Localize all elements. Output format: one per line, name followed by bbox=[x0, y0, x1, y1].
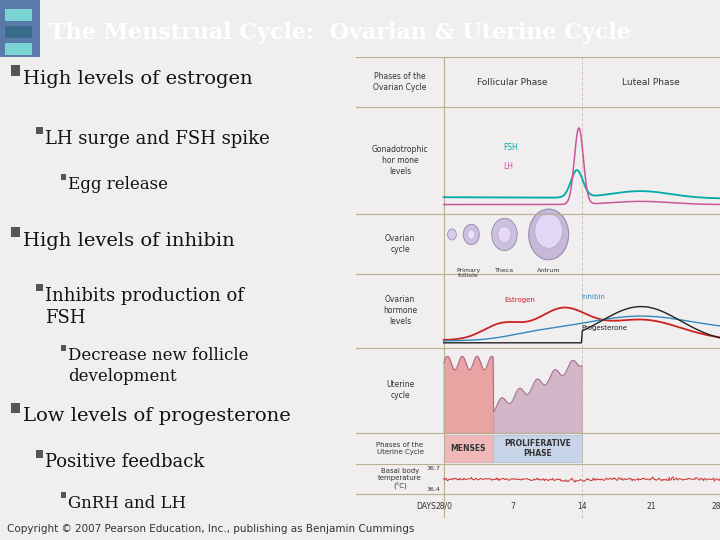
FancyBboxPatch shape bbox=[11, 227, 20, 237]
Circle shape bbox=[498, 226, 511, 243]
FancyBboxPatch shape bbox=[36, 450, 43, 458]
Text: Theca: Theca bbox=[495, 268, 514, 273]
Text: DAYS: DAYS bbox=[417, 502, 436, 511]
Text: Low levels of progesterone: Low levels of progesterone bbox=[23, 407, 291, 425]
Text: The Menstrual Cycle:  Ovarian & Uterine Cycle: The Menstrual Cycle: Ovarian & Uterine C… bbox=[49, 22, 631, 44]
Text: Inhibin: Inhibin bbox=[582, 294, 606, 300]
FancyBboxPatch shape bbox=[5, 9, 32, 21]
FancyBboxPatch shape bbox=[5, 25, 32, 38]
Text: MENSES: MENSES bbox=[451, 444, 486, 453]
FancyBboxPatch shape bbox=[60, 174, 66, 180]
Text: Gonadotrophic
hor mone
levels: Gonadotrophic hor mone levels bbox=[372, 145, 428, 176]
Circle shape bbox=[448, 229, 456, 240]
Circle shape bbox=[535, 213, 562, 248]
Text: Positive feedback: Positive feedback bbox=[45, 454, 204, 471]
Text: Basal body
temperature
(°C): Basal body temperature (°C) bbox=[378, 468, 422, 490]
Circle shape bbox=[528, 209, 569, 260]
Text: 14: 14 bbox=[577, 502, 587, 511]
Text: 28/0: 28/0 bbox=[435, 502, 452, 511]
Text: Luteal Phase: Luteal Phase bbox=[622, 78, 680, 86]
Text: Copyright © 2007 Pearson Education, Inc., publishing as Benjamin Cummings: Copyright © 2007 Pearson Education, Inc.… bbox=[7, 524, 415, 534]
FancyBboxPatch shape bbox=[11, 65, 20, 76]
FancyBboxPatch shape bbox=[36, 127, 43, 134]
FancyBboxPatch shape bbox=[493, 435, 582, 462]
Text: 21: 21 bbox=[646, 502, 656, 511]
FancyBboxPatch shape bbox=[60, 492, 66, 498]
Circle shape bbox=[463, 224, 480, 245]
FancyBboxPatch shape bbox=[11, 402, 20, 413]
FancyBboxPatch shape bbox=[444, 435, 493, 462]
FancyBboxPatch shape bbox=[36, 284, 43, 292]
Text: Follicular Phase: Follicular Phase bbox=[477, 78, 548, 86]
FancyBboxPatch shape bbox=[5, 43, 32, 55]
Text: LH surge and FSH spike: LH surge and FSH spike bbox=[45, 130, 270, 148]
Text: 36.4: 36.4 bbox=[426, 487, 440, 492]
Text: Primary
folliole: Primary folliole bbox=[456, 268, 481, 278]
Text: Egg release: Egg release bbox=[68, 177, 168, 193]
Text: Phases of the
Ovarian Cycle: Phases of the Ovarian Cycle bbox=[374, 72, 427, 92]
Text: LH: LH bbox=[503, 162, 513, 171]
Circle shape bbox=[468, 230, 475, 239]
Text: Inhibits production of
FSH: Inhibits production of FSH bbox=[45, 287, 244, 327]
Text: High levels of inhibin: High levels of inhibin bbox=[23, 232, 235, 249]
Text: High levels of estrogen: High levels of estrogen bbox=[23, 70, 253, 88]
FancyBboxPatch shape bbox=[0, 0, 40, 57]
Text: GnRH and LH: GnRH and LH bbox=[68, 495, 186, 512]
Text: Ovarian
cycle: Ovarian cycle bbox=[385, 234, 415, 254]
Text: FSH: FSH bbox=[503, 143, 518, 152]
Text: 7: 7 bbox=[510, 502, 516, 511]
Text: PROLIFERATIVE
PHASE: PROLIFERATIVE PHASE bbox=[504, 439, 571, 458]
FancyBboxPatch shape bbox=[60, 345, 66, 350]
Text: Uterine
cycle: Uterine cycle bbox=[386, 380, 414, 400]
Text: Antrum: Antrum bbox=[537, 268, 560, 273]
Text: Ovarian
hormone
levels: Ovarian hormone levels bbox=[383, 295, 417, 326]
Text: Decrease new follicle
development: Decrease new follicle development bbox=[68, 347, 248, 385]
Circle shape bbox=[492, 218, 517, 251]
Text: Phases of the
Uterine Cycle: Phases of the Uterine Cycle bbox=[377, 442, 423, 455]
Text: 36.7: 36.7 bbox=[426, 466, 440, 471]
Text: Estrogen: Estrogen bbox=[505, 297, 536, 303]
Text: Progesterone: Progesterone bbox=[582, 325, 628, 332]
Text: 28/0: 28/0 bbox=[711, 502, 720, 511]
